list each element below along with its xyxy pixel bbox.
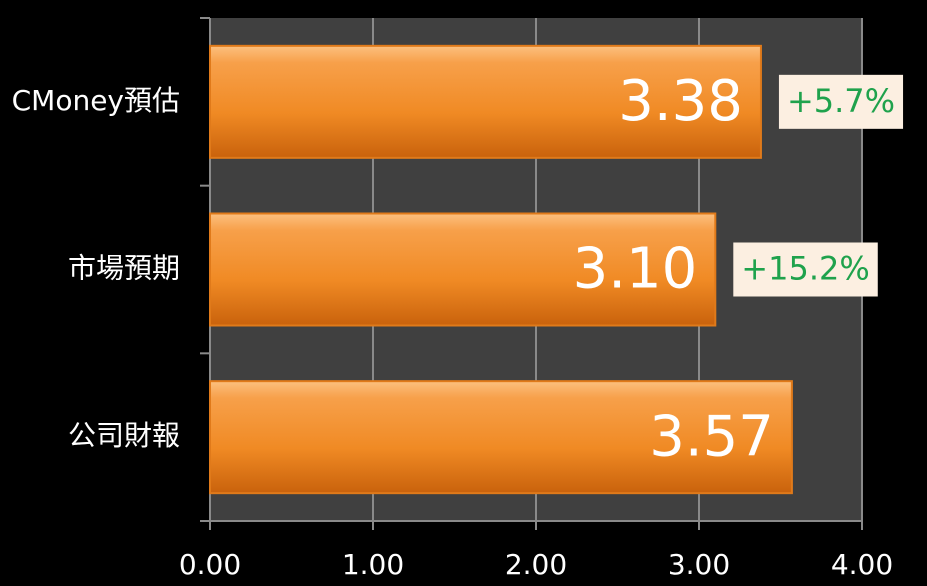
bar	[209, 380, 793, 495]
bar	[209, 44, 762, 159]
x-tick-label: 2.00	[505, 548, 567, 581]
category-label: CMoney預估	[12, 84, 180, 117]
category-label: 市場預期	[68, 252, 180, 285]
category-label: 公司財報	[68, 419, 180, 452]
x-tick-label: 0.00	[179, 548, 241, 581]
x-tick-label: 3.00	[668, 548, 730, 581]
value-label: 3.38	[618, 69, 743, 134]
x-tick-label: 4.00	[831, 548, 893, 581]
value-label: 3.57	[649, 404, 774, 469]
annotation: +15.2%	[741, 250, 869, 288]
bar	[209, 212, 717, 327]
value-label: 3.10	[573, 237, 698, 302]
annotation: +5.7%	[787, 82, 895, 120]
x-tick-label: 1.00	[342, 548, 404, 581]
annotation-box	[733, 242, 878, 297]
annotation-box	[778, 74, 904, 129]
